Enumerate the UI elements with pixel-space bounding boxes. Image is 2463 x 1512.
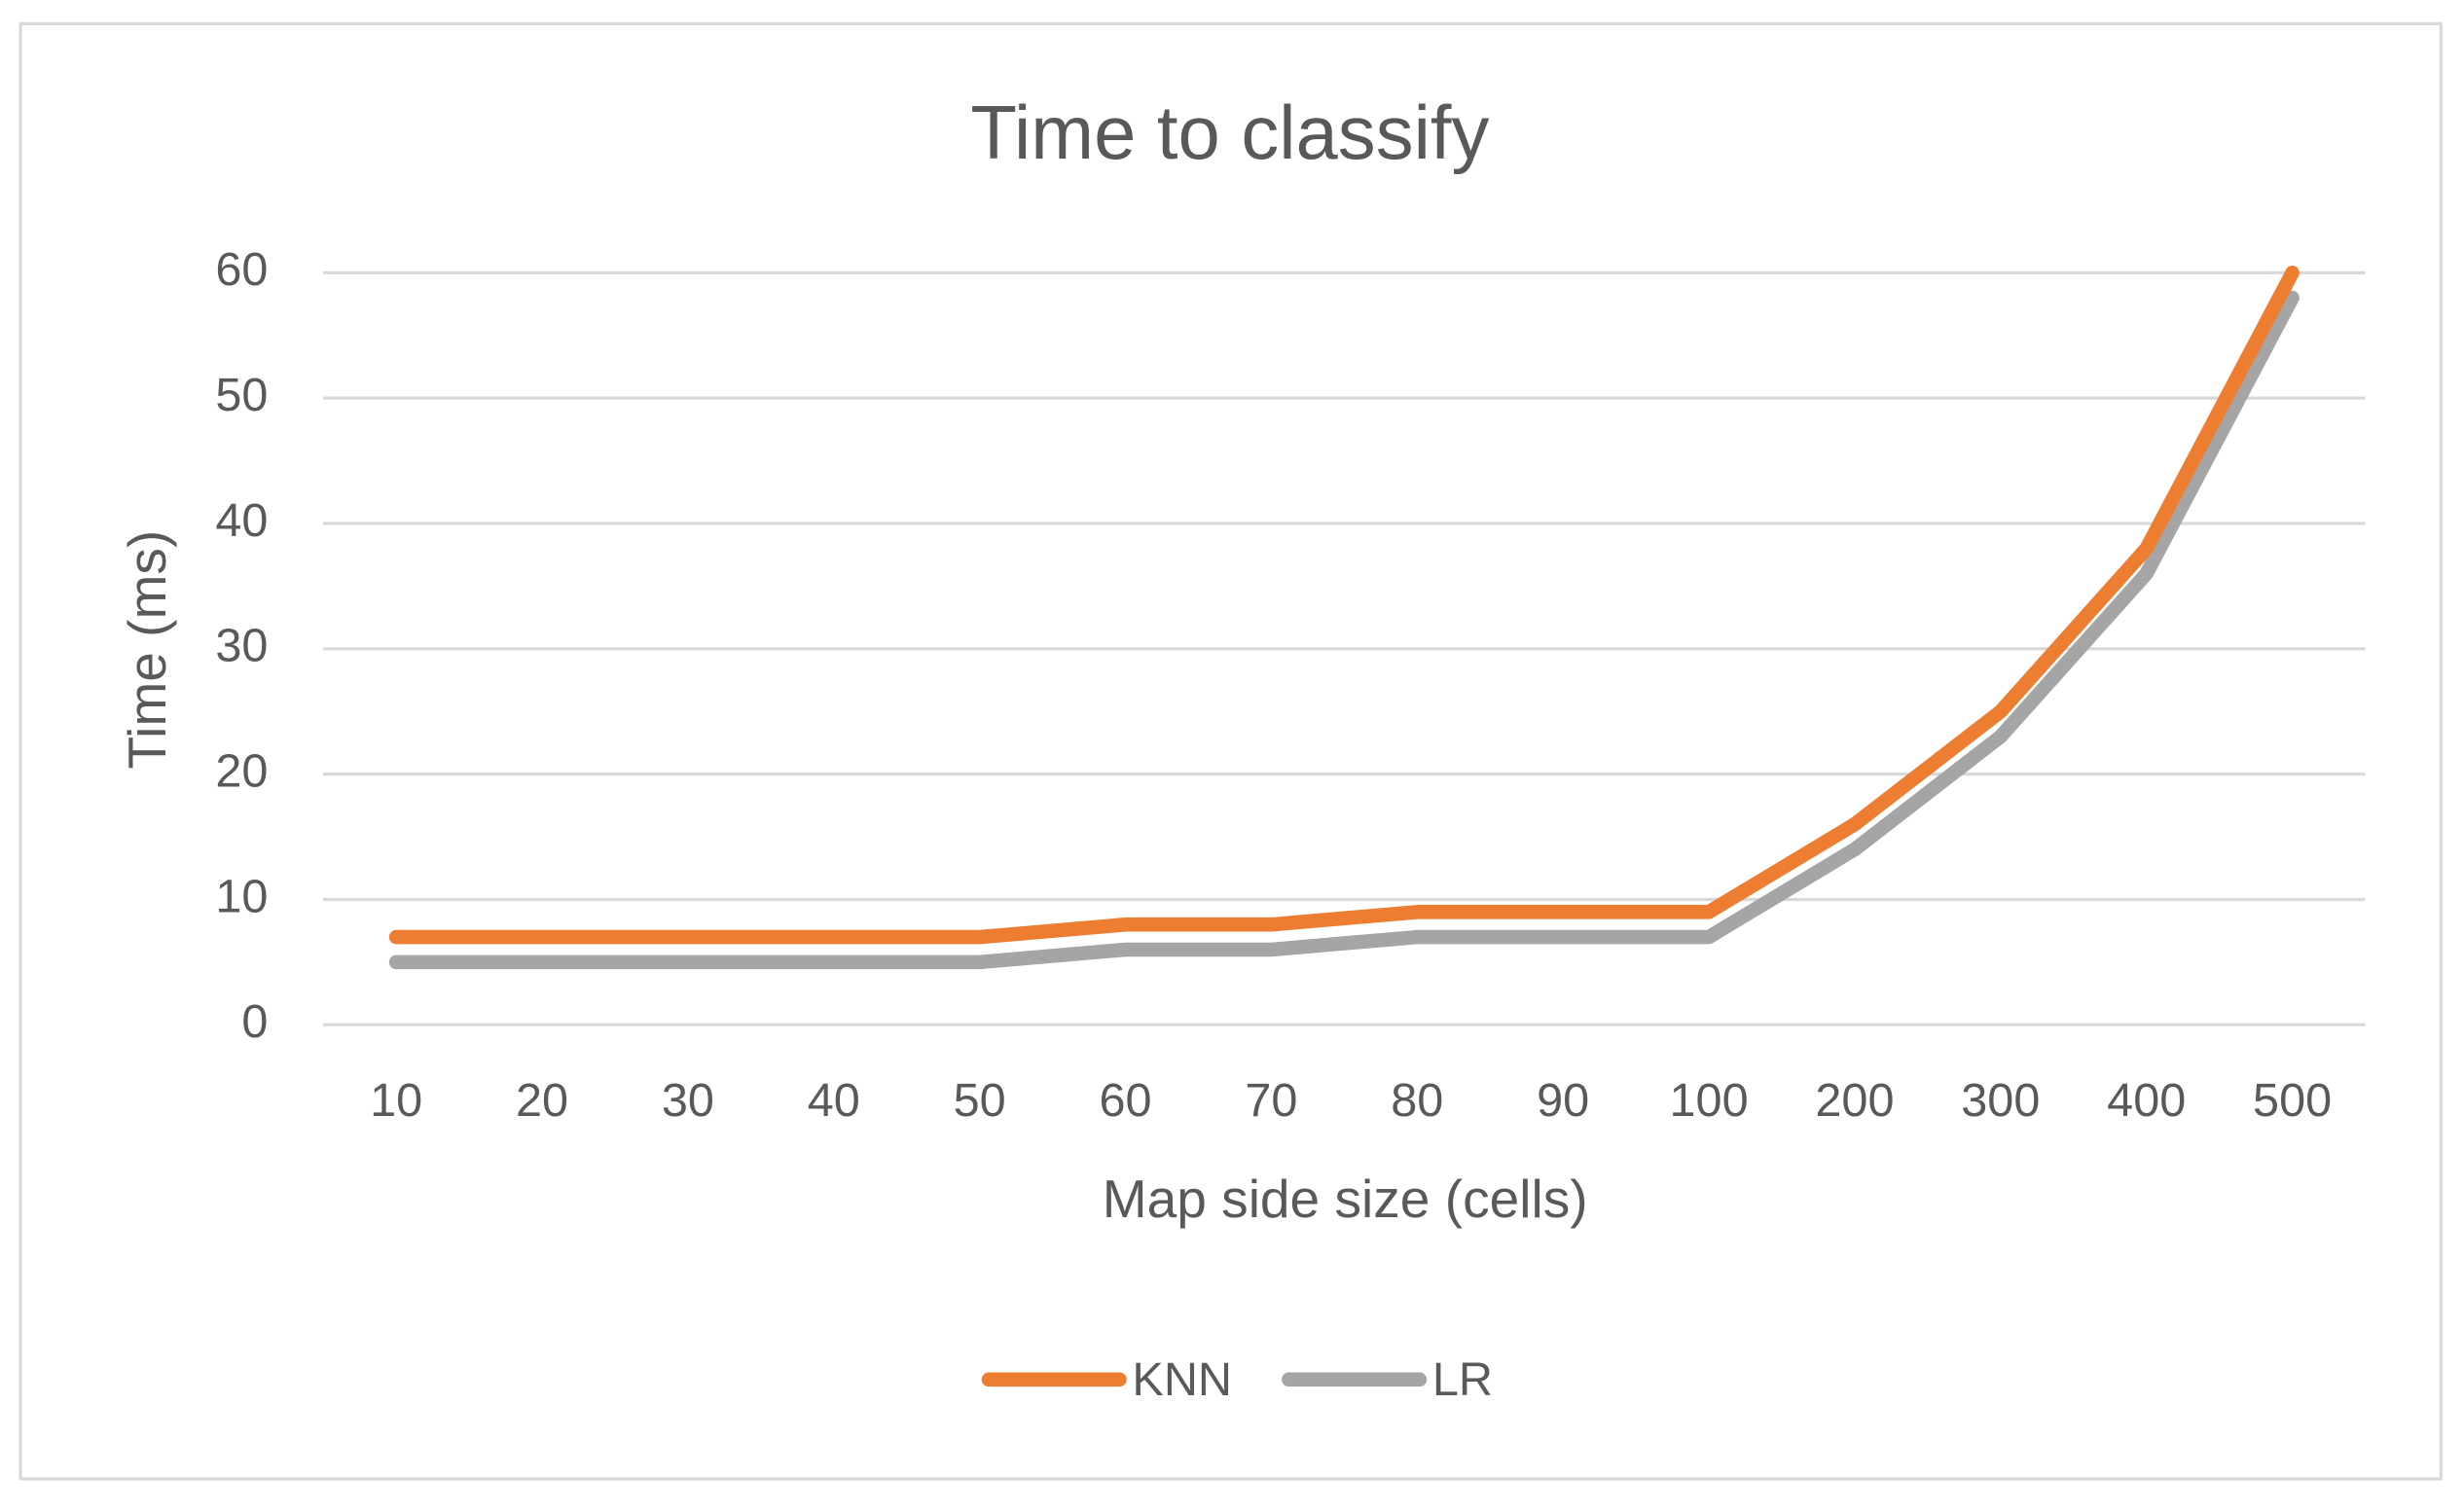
chart-border [18, 21, 2443, 1481]
x-tick-label: 500 [2253, 1074, 2332, 1127]
y-tick-label: 40 [215, 494, 268, 547]
y-tick-label: 60 [215, 243, 268, 296]
x-tick-label: 400 [2107, 1074, 2186, 1127]
y-tick-label: 0 [241, 995, 268, 1048]
y-tick-label: 10 [215, 870, 268, 922]
y-tick-label: 50 [215, 369, 268, 421]
legend-label: KNN [1132, 1353, 1232, 1406]
x-tick-label: 80 [1391, 1074, 1443, 1127]
y-tick-label: 30 [215, 620, 268, 672]
x-tick-label: 100 [1670, 1074, 1749, 1127]
x-tick-label: 10 [370, 1074, 422, 1127]
series-line [388, 290, 2300, 970]
x-tick-label: 50 [954, 1074, 1006, 1127]
y-axis-title: Time (ms) [117, 530, 177, 770]
legend-label: LR [1432, 1353, 1493, 1406]
x-tick-label: 60 [1099, 1074, 1151, 1127]
x-tick-label: 90 [1537, 1074, 1589, 1127]
x-tick-label: 40 [808, 1074, 860, 1127]
x-tick-label: 20 [516, 1074, 568, 1127]
series-line [388, 266, 2300, 945]
x-tick-label: 300 [1961, 1074, 2040, 1127]
x-axis-title: Map side size (cells) [1103, 1169, 1588, 1229]
y-tick-label: 20 [215, 744, 268, 797]
chart-title: Time to classify [970, 91, 1489, 175]
x-tick-label: 70 [1245, 1074, 1297, 1127]
x-tick-label: 30 [662, 1074, 714, 1127]
x-tick-label: 200 [1815, 1074, 1894, 1127]
